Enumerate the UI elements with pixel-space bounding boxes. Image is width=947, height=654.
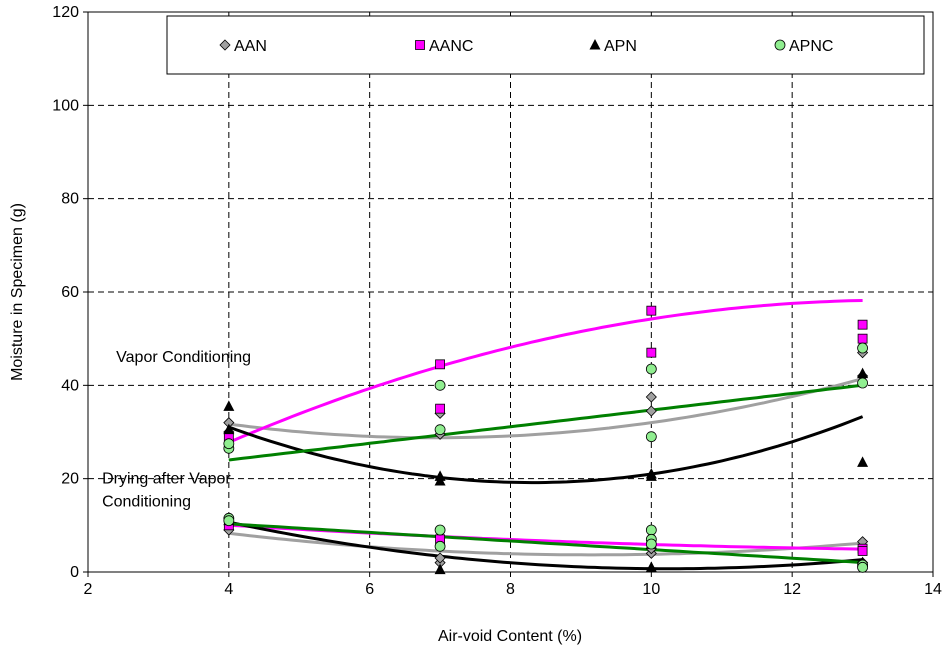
x-tick-label: 6	[365, 581, 374, 598]
x-axis-label: Air-void Content (%)	[438, 628, 582, 645]
trend-apn	[228, 415, 864, 485]
legend-marker-apnc	[774, 39, 786, 51]
y-tick-label: 60	[61, 284, 79, 301]
trend-aan	[228, 531, 863, 557]
y-axis-label: Moisture in Specimen (g)	[9, 203, 26, 381]
legend-label-apn: APN	[604, 38, 637, 55]
x-tick-label: 2	[84, 581, 93, 598]
legend: AAN AANC APN APNC	[166, 15, 925, 75]
legend-label-aan: AAN	[234, 38, 267, 55]
axis-ticks: 2 4 6 8 10 12 14 0 20 40 60 80 100 120	[52, 4, 942, 598]
point-apn	[857, 367, 869, 379]
point-apnc	[857, 377, 868, 389]
y-tick-label: 80	[61, 191, 79, 208]
legend-label-aanc: AANC	[429, 38, 473, 55]
legend-label-apnc: APNC	[789, 38, 833, 55]
annotation-label: Conditioning	[102, 494, 191, 511]
point-apnc	[857, 561, 868, 573]
trend-lines	[228, 299, 864, 571]
y-tick-label: 0	[70, 564, 79, 581]
y-tick-label: 20	[61, 471, 79, 488]
legend-marker-apn	[589, 39, 601, 50]
y-tick-label: 120	[52, 4, 79, 21]
annotation-label: Vapor Conditioning	[116, 349, 251, 366]
point-apnc	[223, 438, 235, 450]
point-apnc	[857, 342, 868, 354]
x-tick-label: 8	[506, 581, 515, 598]
point-aanc	[646, 347, 657, 358]
y-tick-label: 40	[61, 377, 79, 394]
trend-aanc	[228, 299, 863, 444]
x-tick-label: 10	[642, 581, 660, 598]
point-apn	[857, 456, 869, 467]
point-apnc	[434, 540, 446, 552]
y-tick-label: 100	[52, 97, 79, 114]
point-apnc	[645, 524, 657, 536]
legend-marker-aanc	[415, 40, 425, 50]
point-apn	[434, 563, 446, 575]
point-apn	[223, 400, 235, 411]
point-aanc	[857, 546, 868, 556]
point-aanc	[435, 359, 445, 370]
trend-aan	[228, 377, 864, 440]
point-apn	[645, 561, 657, 572]
grid	[88, 12, 933, 572]
x-tick-label: 4	[224, 581, 233, 598]
annotations: Vapor Conditioning Drying after Vapor Cond…	[102, 349, 251, 511]
point-aan	[645, 391, 657, 403]
legend-box	[166, 15, 925, 75]
point-apnc	[434, 424, 446, 436]
point-aanc	[857, 333, 868, 344]
point-aan	[434, 552, 446, 564]
point-apnc	[434, 524, 446, 536]
trend-apnc	[228, 522, 863, 564]
point-apnc	[645, 431, 657, 443]
point-apnc	[645, 538, 657, 550]
point-aanc	[435, 403, 445, 414]
point-apnc	[645, 363, 657, 375]
legend-marker-aan	[219, 39, 231, 51]
data-points	[223, 305, 869, 575]
point-apn	[645, 470, 657, 481]
point-aan	[645, 405, 657, 417]
trend-apn	[228, 520, 863, 571]
x-tick-label: 12	[783, 581, 801, 598]
point-apnc	[223, 515, 235, 527]
point-aanc	[646, 305, 657, 316]
point-apnc	[434, 379, 446, 391]
trend-apnc	[228, 383, 863, 462]
point-aanc	[857, 319, 868, 330]
point-apn	[434, 475, 446, 486]
annotation-label: Drying after Vapor	[102, 470, 231, 487]
x-tick-label: 14	[924, 581, 942, 598]
point-apn	[223, 423, 235, 435]
